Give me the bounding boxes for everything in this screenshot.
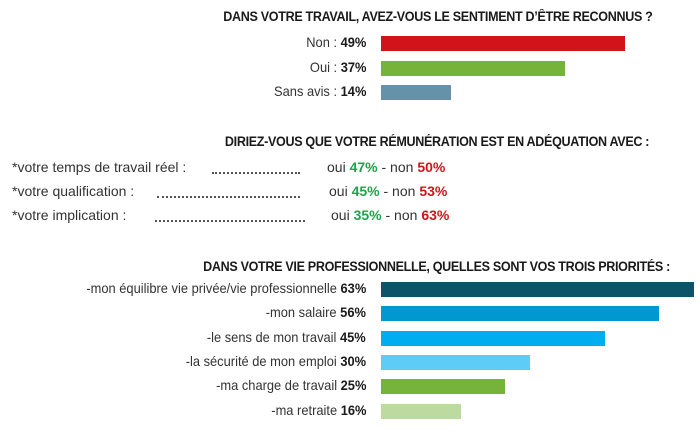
row-label: *votre temps de travail réel : bbox=[12, 159, 187, 175]
category-label: -ma retraite bbox=[270, 401, 341, 418]
non-value: 63% bbox=[421, 207, 450, 223]
non-value: 50% bbox=[417, 159, 446, 175]
leader-dots bbox=[157, 194, 300, 198]
data-label: 45% bbox=[340, 328, 366, 345]
row-label: *votre implication : bbox=[12, 207, 127, 223]
bar bbox=[381, 306, 660, 322]
oui-label: oui bbox=[327, 159, 346, 175]
data-label: 30% bbox=[340, 352, 366, 369]
bar bbox=[381, 60, 565, 76]
chart1-title: DANS VOTRE TRAVAIL, AVEZ-VOUS LE SENTIME… bbox=[223, 9, 654, 24]
data-label: 14% bbox=[340, 83, 366, 99]
chart3-title: DANS VOTRE VIE PROFESSIONNELLE, QUELLES … bbox=[203, 259, 670, 274]
bar-label: -le sens de mon travail 45% bbox=[207, 329, 366, 345]
bar bbox=[381, 379, 506, 395]
category-label: -mon équilibre vie privée/vie profession… bbox=[86, 280, 341, 296]
bar-label: -ma charge de travail 25% bbox=[216, 377, 366, 393]
leader-dots bbox=[212, 170, 300, 174]
data-label: 16% bbox=[340, 401, 366, 418]
bar bbox=[381, 330, 605, 346]
bar-label: Sans avis : 14% bbox=[274, 83, 366, 99]
bar-label: Non : 49% bbox=[306, 34, 366, 50]
oui-label: oui bbox=[331, 207, 350, 223]
row-answer: oui 35% - non 63% bbox=[331, 207, 449, 223]
category-label: -la sécurité de mon emploi bbox=[185, 352, 341, 369]
bar bbox=[381, 282, 695, 297]
category-label: Sans avis : bbox=[273, 83, 341, 99]
bar-label: -mon salaire 56% bbox=[266, 304, 366, 320]
data-label: 49% bbox=[340, 34, 366, 50]
leader-dots bbox=[155, 218, 305, 222]
category-label: -ma charge de travail bbox=[215, 377, 341, 394]
bar-label: -la sécurité de mon emploi 30% bbox=[186, 353, 366, 369]
bar-label: -ma retraite 16% bbox=[271, 402, 366, 418]
data-label: 37% bbox=[340, 58, 366, 75]
row-label: *votre qualification : bbox=[12, 183, 135, 199]
category-label: -mon salaire bbox=[265, 304, 341, 321]
chart2-title: DIRIEZ-VOUS QUE VOTRE RÉMUNÉRATION EST E… bbox=[224, 134, 650, 149]
oui-value: 47% bbox=[349, 159, 378, 175]
data-label: 56% bbox=[340, 304, 366, 321]
bar bbox=[381, 85, 451, 100]
bar bbox=[381, 36, 625, 51]
bar bbox=[381, 354, 531, 370]
data-label: 25% bbox=[340, 377, 366, 394]
non-value: 53% bbox=[419, 183, 448, 199]
oui-value: 35% bbox=[353, 207, 382, 223]
category-label: Oui : bbox=[309, 58, 341, 75]
non-label: - non bbox=[383, 183, 416, 199]
category-label: Non : bbox=[305, 34, 341, 50]
non-label: - non bbox=[385, 207, 418, 223]
oui-label: oui bbox=[329, 183, 348, 199]
non-label: - non bbox=[381, 159, 414, 175]
bar-label: Oui : 37% bbox=[309, 59, 366, 75]
oui-value: 45% bbox=[351, 183, 380, 199]
bar-label: -mon équilibre vie privée/vie profession… bbox=[86, 280, 366, 296]
bar bbox=[381, 403, 461, 419]
data-label: 63% bbox=[340, 280, 366, 296]
row-answer: oui 47% - non 50% bbox=[327, 159, 445, 175]
category-label: -le sens de mon travail bbox=[207, 328, 341, 345]
row-answer: oui 45% - non 53% bbox=[329, 183, 447, 199]
